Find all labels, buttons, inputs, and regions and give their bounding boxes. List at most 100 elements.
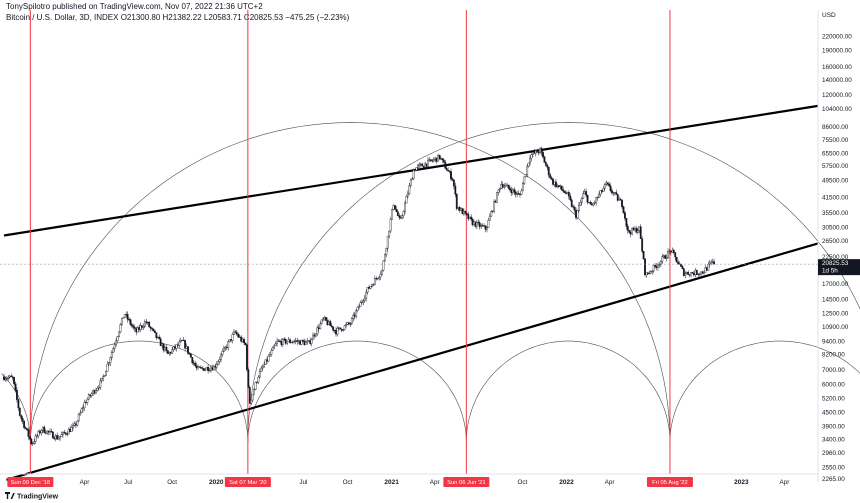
candle-body-up [376,278,379,280]
price-candle [470,214,473,222]
candle-body-up [388,230,391,237]
candle-body-down [335,330,337,335]
candle-body-up [254,382,257,390]
upper-channel-line[interactable] [3,104,819,237]
candle-body-down [629,232,632,235]
price-candle [119,322,122,334]
last-price-value: 20825.53 [822,260,849,267]
candle-body-down [148,322,151,328]
cycle-marker-label: Sun 06 Jun '21 [447,480,486,486]
cycle-marker-label-bg [646,477,693,487]
candle-body-down [680,264,682,267]
candle-body-down [189,353,192,358]
candle-body-up [118,331,120,337]
price-candle [599,189,602,198]
price-candle [369,286,372,290]
candle-body-up [142,326,145,328]
price-candle [582,190,585,199]
candle-body-up [356,306,359,312]
candle-body-down [330,325,333,328]
price-candle [593,200,596,206]
candle-body-up [457,207,460,209]
price-candle [332,326,335,333]
price-candle [4,376,7,382]
candle-body-down [705,267,708,271]
price-tick-label: 2265.00 [822,476,845,483]
candle-body-up [486,227,488,230]
candle-body-up [261,366,264,369]
price-candle [188,352,191,356]
candle-body-down [465,212,468,215]
price-candle [396,209,399,217]
candle-body-up [694,270,697,276]
price-candle [521,181,524,192]
candle-body-down [302,339,304,342]
price-candle [319,321,322,330]
candle-body-down [641,238,644,252]
candle-body-down [44,432,47,434]
candle-body-up [406,193,409,197]
candle-body-up [119,324,122,333]
price-candle [513,187,516,195]
price-candle [409,178,412,188]
candle-body-up [412,170,415,179]
price-candle [445,166,448,171]
price-candle [37,429,40,439]
candle-body-up [657,264,659,268]
price-tick-label: 3400.00 [822,437,845,444]
candle-body-up [539,148,542,153]
price-candle [281,337,284,348]
price-candle [83,399,86,411]
candle-body-down [30,438,33,445]
candle-body-up [5,378,8,380]
candle-body-down [484,225,487,230]
candle-body-down [509,187,511,191]
price-candle [379,271,382,281]
price-candle [578,201,580,213]
candle-body-up [475,221,478,227]
price-candle [536,148,539,153]
candle-body-down [611,190,613,194]
candle-body-up [603,184,606,189]
candle-body-up [306,340,309,343]
price-candle [543,155,546,163]
candle-body-up [7,377,10,379]
candle-body-down [552,178,554,185]
candle-body-down [296,340,299,342]
candle-body-up [497,189,500,193]
candle-body-up [80,408,83,414]
price-candle [250,399,253,406]
price-candle [406,190,409,199]
candle-body-up [342,329,345,331]
candle-body-down [474,221,477,227]
candle-body-down [569,196,572,201]
candle-body-up [345,324,347,326]
price-candle [51,431,54,439]
price-candle [217,359,220,366]
candle-body-up [120,317,123,325]
candle-body-down [608,183,611,187]
price-candle [64,432,67,436]
price-tick-label: 12500.00 [822,311,849,318]
time-tick-label: 2022 [559,479,574,486]
candle-body-up [487,220,490,228]
price-axis[interactable]: 220000.00 190000.00 160000.00 140000.00 1200… [822,33,852,483]
candle-body-up [638,226,641,231]
price-tick-label: 4500.00 [822,409,845,416]
candle-body-up [31,443,34,445]
candle-body-down [89,394,92,397]
small-cycle-arc [669,340,860,443]
price-candle [664,254,667,259]
lower-channel-line[interactable] [6,242,819,481]
candle-body-down [644,258,646,276]
tradingview-logo[interactable]: TradingView [5,492,59,501]
candle-body-up [82,407,84,410]
candle-body-down [461,208,464,215]
candle-body-down [154,330,156,333]
price-tick-label: 6000.00 [822,382,845,389]
candle-body-down [567,192,570,197]
price-candle [30,437,33,446]
price-candle [588,202,590,204]
price-candle [23,420,26,430]
candle-body-up [292,341,294,343]
